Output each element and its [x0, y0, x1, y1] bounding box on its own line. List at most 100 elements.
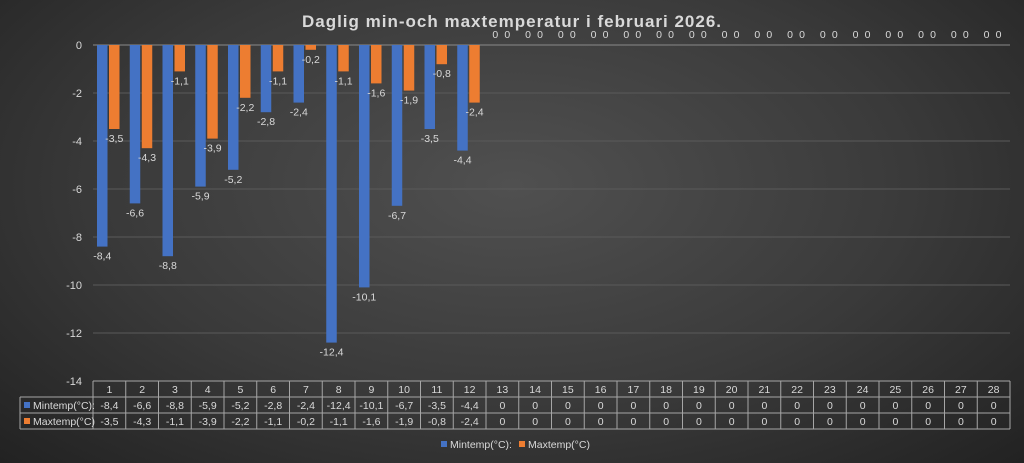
data-label: 0	[832, 29, 838, 41]
y-tick-label: -6	[72, 184, 82, 196]
data-label: 0	[754, 29, 760, 41]
data-label: 0	[558, 29, 564, 41]
data-label: 0	[701, 29, 707, 41]
data-label: 0	[591, 29, 597, 41]
legend-min-icon	[441, 441, 447, 447]
data-label: -12,4	[320, 347, 344, 359]
bar-max	[240, 45, 251, 98]
table-cell: -1,1	[166, 416, 184, 428]
table-header-cell: 20	[726, 384, 738, 396]
bar-max	[109, 45, 120, 129]
data-label: 0	[656, 29, 662, 41]
data-label: 0	[689, 29, 695, 41]
data-label: -2,8	[257, 116, 275, 128]
bar-min	[359, 45, 370, 288]
y-tick-label: -4	[72, 136, 82, 148]
table-header-cell: 15	[562, 384, 574, 396]
table-header-cell: 13	[497, 384, 509, 396]
table-header-cell: 11	[431, 384, 442, 396]
table-header-cell: 23	[824, 384, 836, 396]
table-cell: -5,9	[199, 400, 217, 412]
table-cell: 0	[663, 400, 669, 412]
bar-min	[424, 45, 435, 129]
table-row-label: Maxtemp(°C)	[33, 416, 95, 428]
table-cell: -0,2	[297, 416, 315, 428]
table-cell: 0	[794, 400, 800, 412]
data-label: 0	[820, 29, 826, 41]
y-tick-label: -2	[72, 88, 82, 100]
table-cell: 0	[991, 416, 997, 428]
table-cell: 0	[663, 416, 669, 428]
table-header-cell: 6	[270, 384, 276, 396]
table-cell: -2,2	[231, 416, 249, 428]
table-header-cell: 17	[628, 384, 640, 396]
table-cell: 0	[499, 400, 505, 412]
table-cell: 0	[696, 416, 702, 428]
table-row-label: Mintemp(°C):	[33, 400, 95, 412]
data-label: 0	[537, 29, 543, 41]
table-header-cell: 9	[368, 384, 374, 396]
table-cell: 0	[958, 416, 964, 428]
table-header-cell: 14	[529, 384, 541, 396]
data-label: 0	[623, 29, 629, 41]
table-cell: -1,1	[330, 416, 348, 428]
data-label: -2,2	[236, 102, 254, 114]
bar-min	[326, 45, 337, 343]
table-header-cell: 8	[336, 384, 342, 396]
table-cell: -1,6	[362, 416, 380, 428]
table-header-cell: 10	[398, 384, 410, 396]
table-cell: 0	[827, 416, 833, 428]
bar-max	[403, 45, 415, 91]
table-cell: 0	[499, 416, 505, 428]
data-label: -8,4	[93, 251, 111, 263]
data-label: 0	[492, 29, 498, 41]
data-label: -0,8	[433, 68, 451, 80]
table-cell: 0	[598, 400, 604, 412]
table-header-cell: 16	[595, 384, 607, 396]
y-tick-label: 0	[76, 40, 82, 52]
data-label: 0	[996, 29, 1002, 41]
table-header-cell: 22	[791, 384, 803, 396]
table-cell: -5,2	[231, 400, 249, 412]
data-label: 0	[787, 29, 793, 41]
table-header-cell: 3	[172, 384, 178, 396]
table-cell: -4,3	[133, 416, 151, 428]
y-tick-label: -8	[72, 232, 82, 244]
legend-max-icon	[519, 441, 525, 447]
table-cell: 0	[794, 416, 800, 428]
table-header-cell: 26	[922, 384, 934, 396]
table-cell: 0	[565, 400, 571, 412]
table-cell: -1,1	[264, 416, 282, 428]
data-label: -8,8	[159, 260, 177, 272]
bar-min	[293, 45, 304, 103]
data-label: 0	[865, 29, 871, 41]
data-label: 0	[570, 29, 576, 41]
table-cell: 0	[598, 416, 604, 428]
data-label: -1,1	[171, 75, 189, 87]
table-header-cell: 21	[759, 384, 771, 396]
data-label: -5,2	[224, 174, 242, 186]
table-header-cell: 4	[205, 384, 211, 396]
data-label: -3,5	[105, 133, 123, 145]
table-cell: 0	[860, 416, 866, 428]
table-header-cell: 28	[988, 384, 1000, 396]
table-cell: 0	[991, 400, 997, 412]
bar-max	[174, 45, 185, 72]
data-label: 0	[951, 29, 957, 41]
table-cell: 0	[892, 416, 898, 428]
data-label: -5,9	[191, 191, 209, 203]
table-cell: -1,9	[395, 416, 413, 428]
bar-min	[260, 45, 272, 113]
table-cell: -2,8	[264, 400, 282, 412]
data-label: -4,3	[138, 152, 156, 164]
bar-max	[469, 45, 480, 103]
table-cell: 0	[925, 400, 931, 412]
table-header-cell: 2	[139, 384, 145, 396]
data-label: 0	[984, 29, 990, 41]
data-label: -0,2	[302, 54, 320, 66]
data-label: -3,9	[203, 143, 221, 155]
data-label: -6,7	[388, 210, 406, 222]
table-header-cell: 7	[303, 384, 309, 396]
table-cell: -6,6	[133, 400, 151, 412]
table-header-cell: 24	[857, 384, 869, 396]
